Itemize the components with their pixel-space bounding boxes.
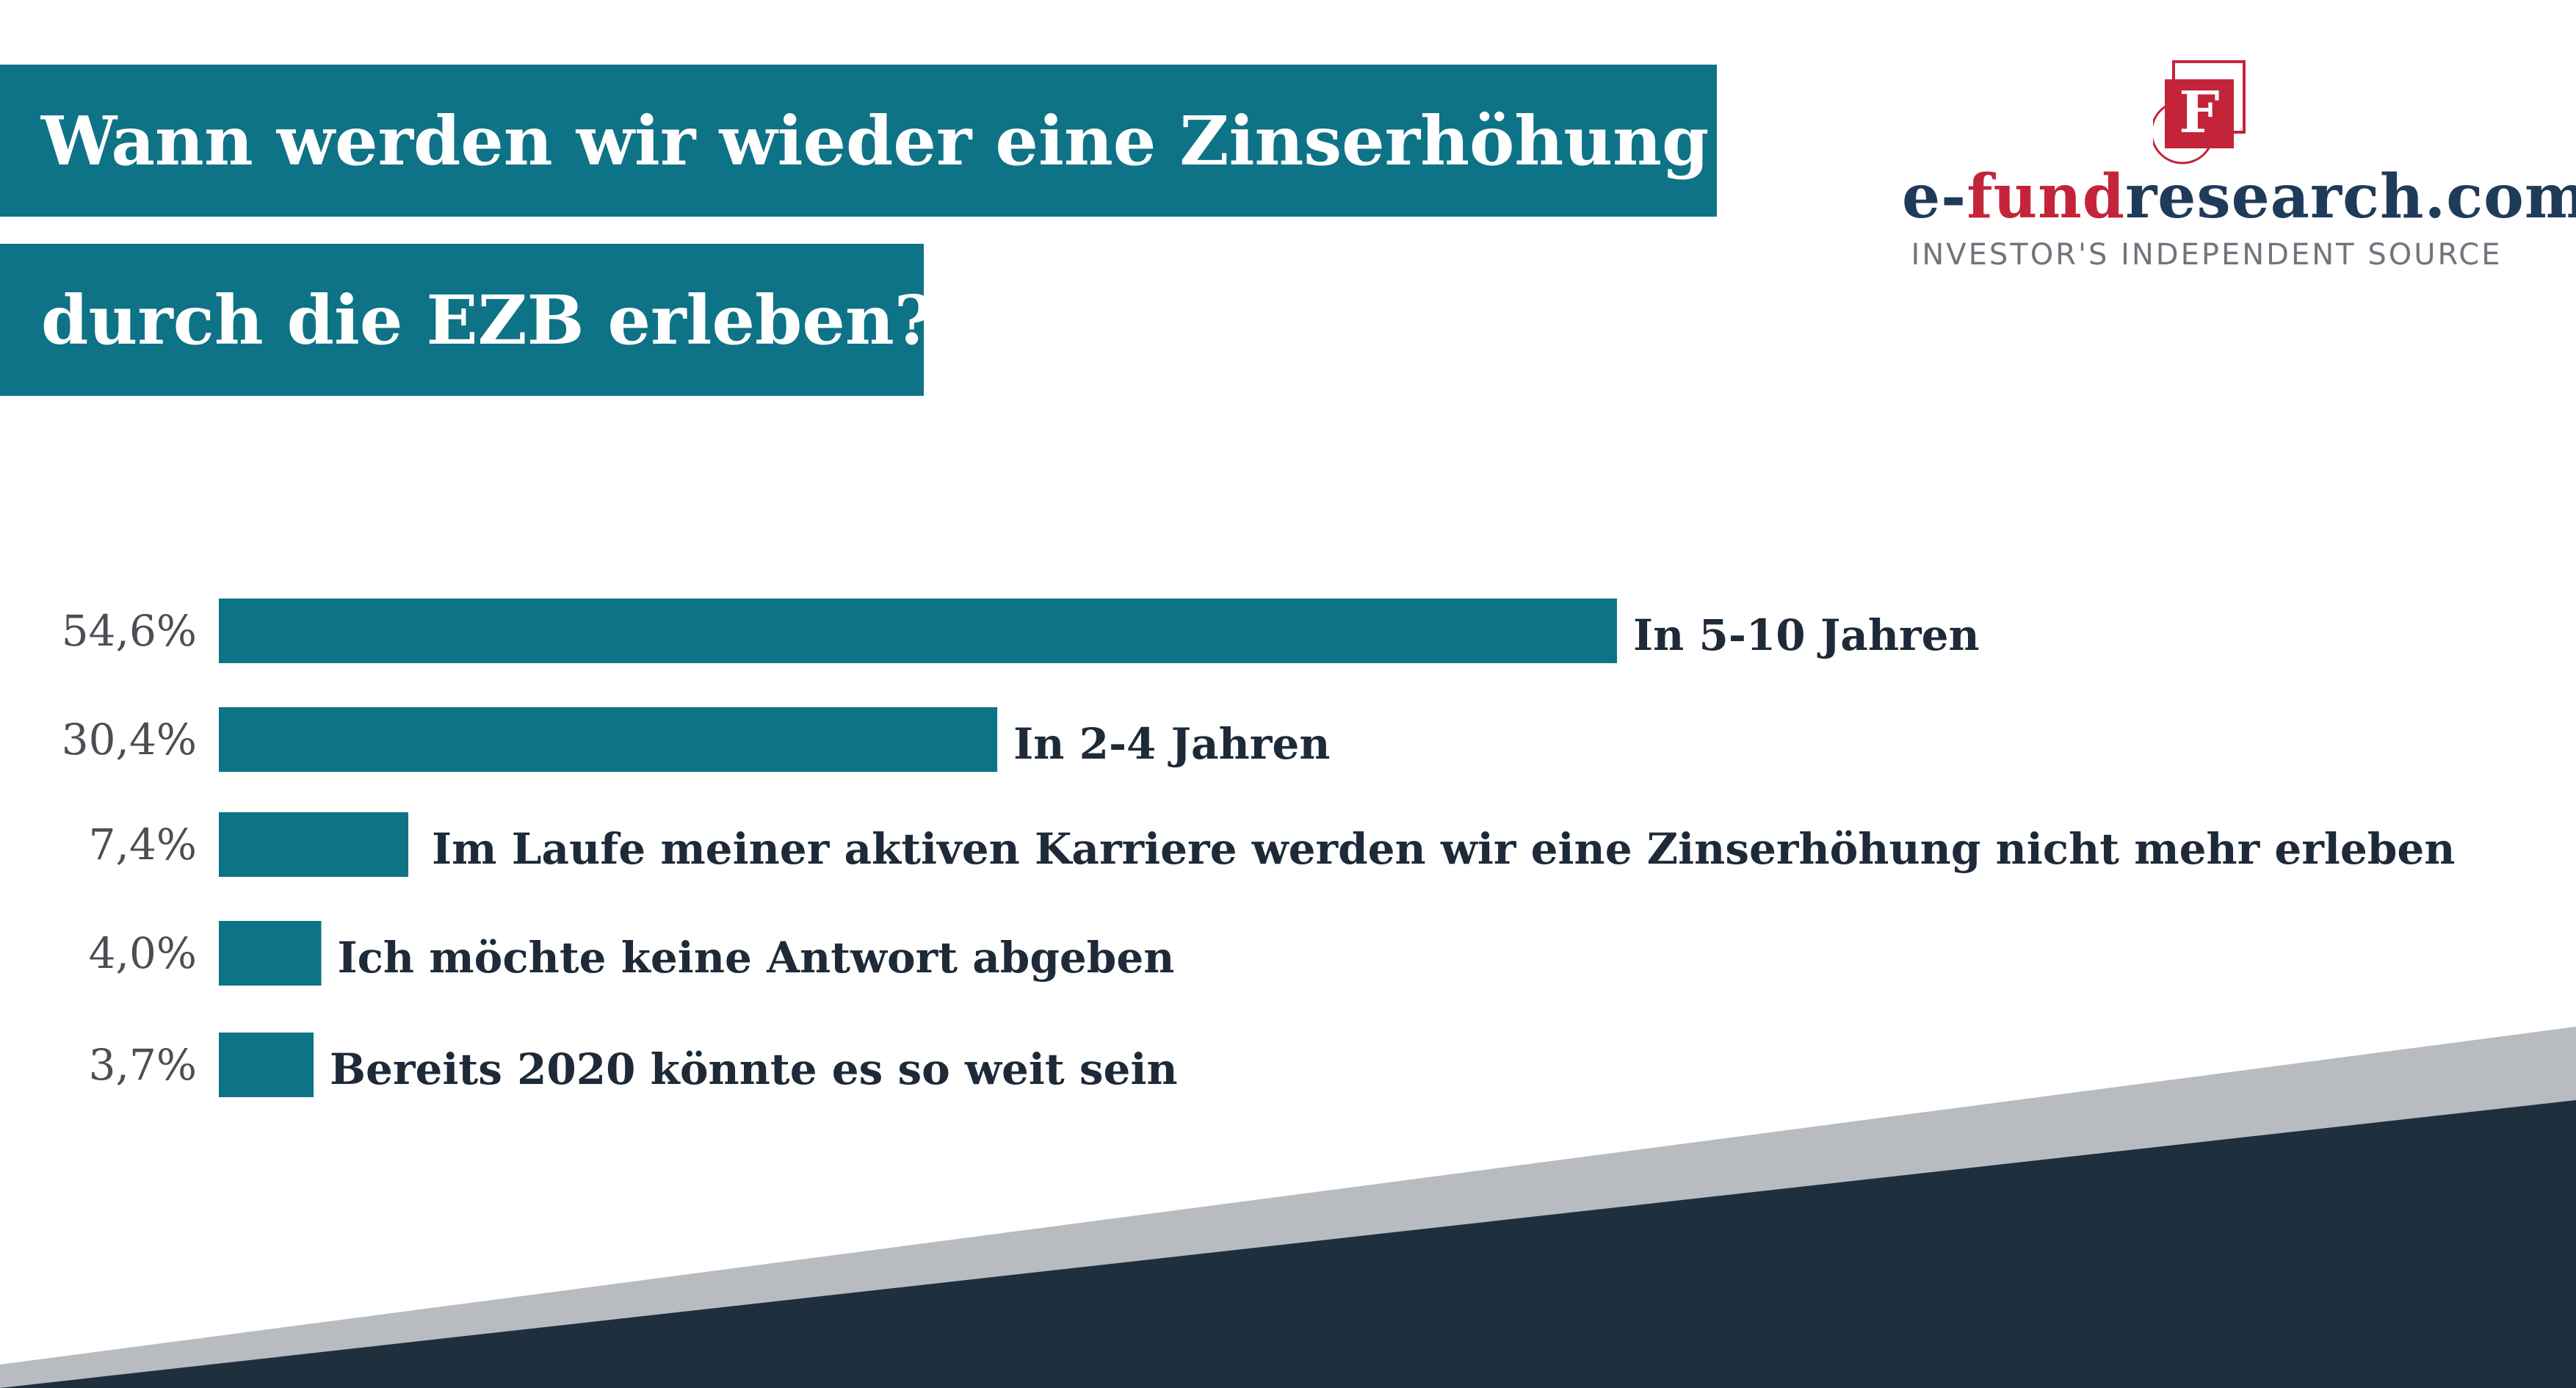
logo-name-prefix: e- [1902,162,1967,232]
logo-tagline: INVESTOR'S INDEPENDENT SOURCE [1911,238,2503,272]
category-label-5: Bereits 2020 könnte es so weit sein [330,1044,1178,1094]
category-label-3: Im Laufe meiner aktiven Karriere werden … [432,824,2455,874]
bar-1 [219,599,1617,663]
category-label-4: Ich möchte keine Antwort abgeben [337,933,1174,983]
logo-name-accent: fund [1967,162,2126,232]
logo-mark-icon: F [2153,60,2246,165]
value-label-1: 54,6% [62,606,197,656]
title-band-line-1: Wann werden wir wieder eine Zinserhöhung [0,65,1717,217]
logo-mark-letter: F [2179,79,2219,146]
logo-name-suffix: research.com [2125,162,2576,232]
chart-title-line-2: durch die EZB erleben? [41,280,934,360]
value-label-5: 3,7% [89,1040,197,1090]
logo-wordmark: e-fundresearch.com [1902,162,2576,232]
value-label-3: 7,4% [89,820,197,870]
footer-navy-band [0,1100,2576,1388]
title-band-line-2: durch die EZB erleben? [0,244,934,396]
category-label-2: In 2-4 Jahren [1013,719,1330,769]
bar-3 [219,812,409,877]
value-label-4: 4,0% [89,928,197,978]
e-fundresearch-logo[interactable]: F e-fundresearch.com INVESTOR'S INDEPEND… [1902,59,2576,279]
bar-5 [219,1033,314,1097]
bar-4 [219,921,322,986]
category-label-1: In 5-10 Jahren [1633,610,1980,660]
value-label-2: 30,4% [62,715,197,765]
chart-title-line-1: Wann werden wir wieder eine Zinserhöhung [41,101,1710,181]
bar-2 [219,707,998,772]
